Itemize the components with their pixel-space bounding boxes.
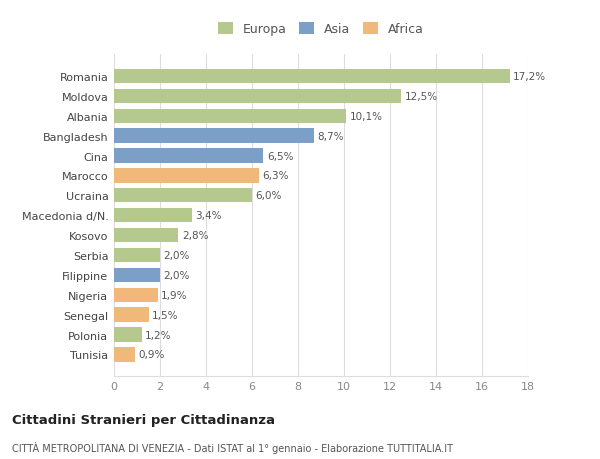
- Text: 2,0%: 2,0%: [163, 251, 190, 260]
- Text: 1,2%: 1,2%: [145, 330, 172, 340]
- Text: 1,9%: 1,9%: [161, 290, 188, 300]
- Text: 2,8%: 2,8%: [182, 230, 208, 241]
- Bar: [114, 149, 263, 163]
- Bar: [114, 189, 252, 203]
- Bar: [114, 347, 134, 362]
- Bar: [114, 129, 314, 144]
- Bar: [114, 308, 149, 322]
- Bar: [114, 229, 178, 243]
- Text: 3,4%: 3,4%: [196, 211, 222, 221]
- Text: Cittadini Stranieri per Cittadinanza: Cittadini Stranieri per Cittadinanza: [12, 413, 275, 426]
- Bar: [114, 248, 160, 263]
- Bar: [114, 70, 509, 84]
- Text: 1,5%: 1,5%: [152, 310, 178, 320]
- Bar: [114, 288, 158, 302]
- Text: 6,5%: 6,5%: [267, 151, 293, 161]
- Text: 6,3%: 6,3%: [262, 171, 289, 181]
- Legend: Europa, Asia, Africa: Europa, Asia, Africa: [218, 23, 424, 36]
- Bar: [114, 90, 401, 104]
- Text: 2,0%: 2,0%: [163, 270, 190, 280]
- Text: 6,0%: 6,0%: [256, 191, 282, 201]
- Text: 12,5%: 12,5%: [405, 92, 438, 101]
- Text: 10,1%: 10,1%: [350, 112, 383, 122]
- Text: 17,2%: 17,2%: [513, 72, 546, 82]
- Text: CITTÀ METROPOLITANA DI VENEZIA - Dati ISTAT al 1° gennaio - Elaborazione TUTTITA: CITTÀ METROPOLITANA DI VENEZIA - Dati IS…: [12, 441, 453, 453]
- Bar: [114, 208, 192, 223]
- Bar: [114, 328, 142, 342]
- Text: 0,9%: 0,9%: [138, 350, 164, 359]
- Text: 8,7%: 8,7%: [317, 131, 344, 141]
- Bar: [114, 268, 160, 282]
- Bar: [114, 109, 346, 123]
- Bar: [114, 169, 259, 183]
